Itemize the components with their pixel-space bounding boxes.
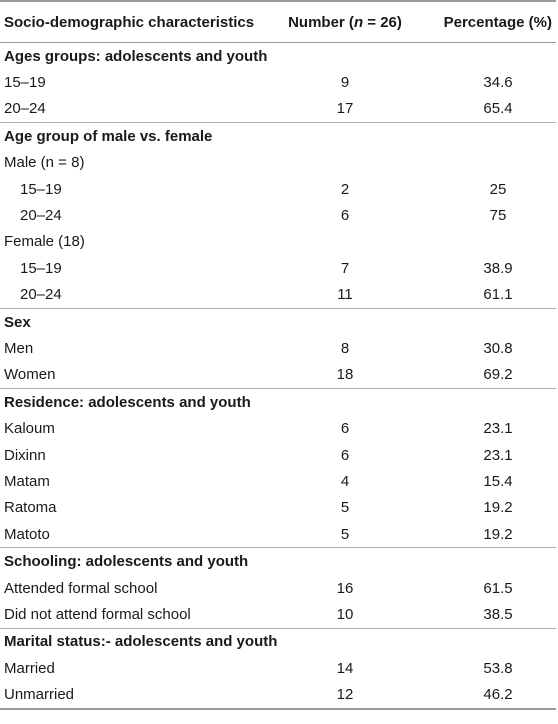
row-label: Male (n = 8) — [4, 154, 85, 172]
socio-demographic-table: Socio-demographic characteristics Number… — [0, 0, 556, 710]
row-label: Did not attend formal school — [4, 605, 191, 623]
table-row: Male (n = 8) — [0, 150, 556, 176]
row-label: Age group of male vs. female — [4, 127, 213, 145]
row-label: Female (18) — [4, 233, 85, 251]
row-percentage: 30.8 — [483, 339, 513, 357]
section-heading-row: Residence: adolescents and youth — [0, 388, 556, 415]
row-percentage: 23.1 — [483, 420, 513, 438]
row-percentage: 19.2 — [483, 525, 513, 543]
row-label: Residence: adolescents and youth — [4, 393, 251, 411]
row-number: 10 — [336, 605, 354, 623]
row-percentage: 38.9 — [483, 259, 513, 277]
row-percentage: 19.2 — [483, 499, 513, 517]
row-label: 20–24 — [4, 100, 46, 118]
row-label: Ages groups: adolescents and youth — [4, 47, 268, 65]
table-row: Ratoma 5 19.2 — [0, 495, 556, 521]
section-heading-row: Schooling: adolescents and youth — [0, 547, 556, 574]
section-heading-row: Age group of male vs. female — [0, 122, 556, 149]
table-row: 20–24 6 75 — [0, 202, 556, 228]
row-number: 6 — [340, 446, 350, 464]
table-row: Female (18) — [0, 229, 556, 255]
row-percentage: 15.4 — [483, 472, 513, 490]
row-label: Ratoma — [4, 499, 57, 517]
row-number: 11 — [337, 286, 353, 304]
row-number: 5 — [340, 525, 350, 543]
row-number: 6 — [340, 420, 350, 438]
row-number: 6 — [340, 207, 350, 225]
table-row: Matoto 5 19.2 — [0, 521, 556, 547]
row-percentage: 23.1 — [483, 446, 513, 464]
row-percentage: 61.5 — [483, 579, 513, 597]
row-label: Attended formal school — [4, 579, 158, 597]
row-label: 15–19 — [4, 74, 46, 92]
header-number: Number (n = 26) — [288, 13, 402, 31]
table-row: 15–19 9 34.6 — [0, 69, 556, 95]
row-percentage: 69.2 — [483, 366, 513, 384]
row-number: 14 — [336, 659, 354, 677]
table-row: 20–24 17 65.4 — [0, 96, 556, 122]
table-row: Did not attend formal school 10 38.5 — [0, 601, 556, 627]
row-label: Unmarried — [4, 686, 75, 704]
table-row: 15–19 2 25 — [0, 176, 556, 202]
table-row: Married 14 53.8 — [0, 655, 556, 681]
row-number: 17 — [336, 100, 354, 118]
row-percentage: 61.1 — [483, 286, 513, 304]
section-heading-row: Sex — [0, 307, 556, 335]
table-row: 15–19 7 38.9 — [0, 255, 556, 281]
table-row: Matam 4 15.4 — [0, 468, 556, 494]
row-percentage: 75 — [489, 207, 507, 225]
row-label: Women — [4, 366, 56, 384]
table-body: Ages groups: adolescents and youth 15–19 9… — [0, 43, 556, 708]
row-percentage: 25 — [489, 180, 507, 198]
row-number: 5 — [340, 499, 350, 517]
table-row: 20–24 11 61.1 — [0, 282, 556, 308]
row-number: 9 — [340, 74, 350, 92]
row-number: 2 — [340, 180, 350, 198]
row-label: 15–19 — [20, 180, 62, 198]
header-percentage: Percentage (%) — [443, 13, 552, 31]
row-label: Married — [4, 659, 55, 677]
row-label: Sex — [4, 313, 31, 331]
row-number: 16 — [336, 579, 354, 597]
section-heading-row: Marital status:- adolescents and youth — [0, 627, 556, 655]
row-number: 8 — [340, 339, 350, 357]
row-label: Marital status:- adolescents and youth — [4, 633, 278, 651]
row-number: 18 — [336, 366, 354, 384]
row-number: 7 — [340, 259, 350, 277]
table-row: Unmarried 12 46.2 — [0, 681, 556, 707]
row-label: 20–24 — [20, 286, 62, 304]
table-header: Socio-demographic characteristics Number… — [0, 2, 556, 43]
row-label: Matam — [4, 472, 50, 490]
row-label: Schooling: adolescents and youth — [4, 553, 249, 571]
section-heading-row: Ages groups: adolescents and youth — [0, 43, 556, 69]
row-percentage: 34.6 — [483, 74, 513, 92]
row-percentage: 46.2 — [483, 686, 513, 704]
table-row: Kaloum 6 23.1 — [0, 415, 556, 441]
row-label: Kaloum — [4, 420, 55, 438]
row-label: 20–24 — [20, 207, 62, 225]
row-label: Men — [4, 339, 34, 357]
table-row: Attended formal school 16 61.5 — [0, 575, 556, 601]
row-number: 12 — [336, 686, 354, 704]
header-characteristics: Socio-demographic characteristics — [4, 13, 255, 31]
row-label: Matoto — [4, 525, 50, 543]
table-row: Women 18 69.2 — [0, 362, 556, 388]
row-number: 4 — [340, 472, 350, 490]
row-percentage: 65.4 — [483, 100, 513, 118]
row-percentage: 53.8 — [483, 659, 513, 677]
table-row: Men 8 30.8 — [0, 335, 556, 361]
row-label: 15–19 — [20, 259, 62, 277]
table-row: Dixinn 6 23.1 — [0, 442, 556, 468]
row-label: Dixinn — [4, 446, 46, 464]
row-percentage: 38.5 — [483, 605, 513, 623]
